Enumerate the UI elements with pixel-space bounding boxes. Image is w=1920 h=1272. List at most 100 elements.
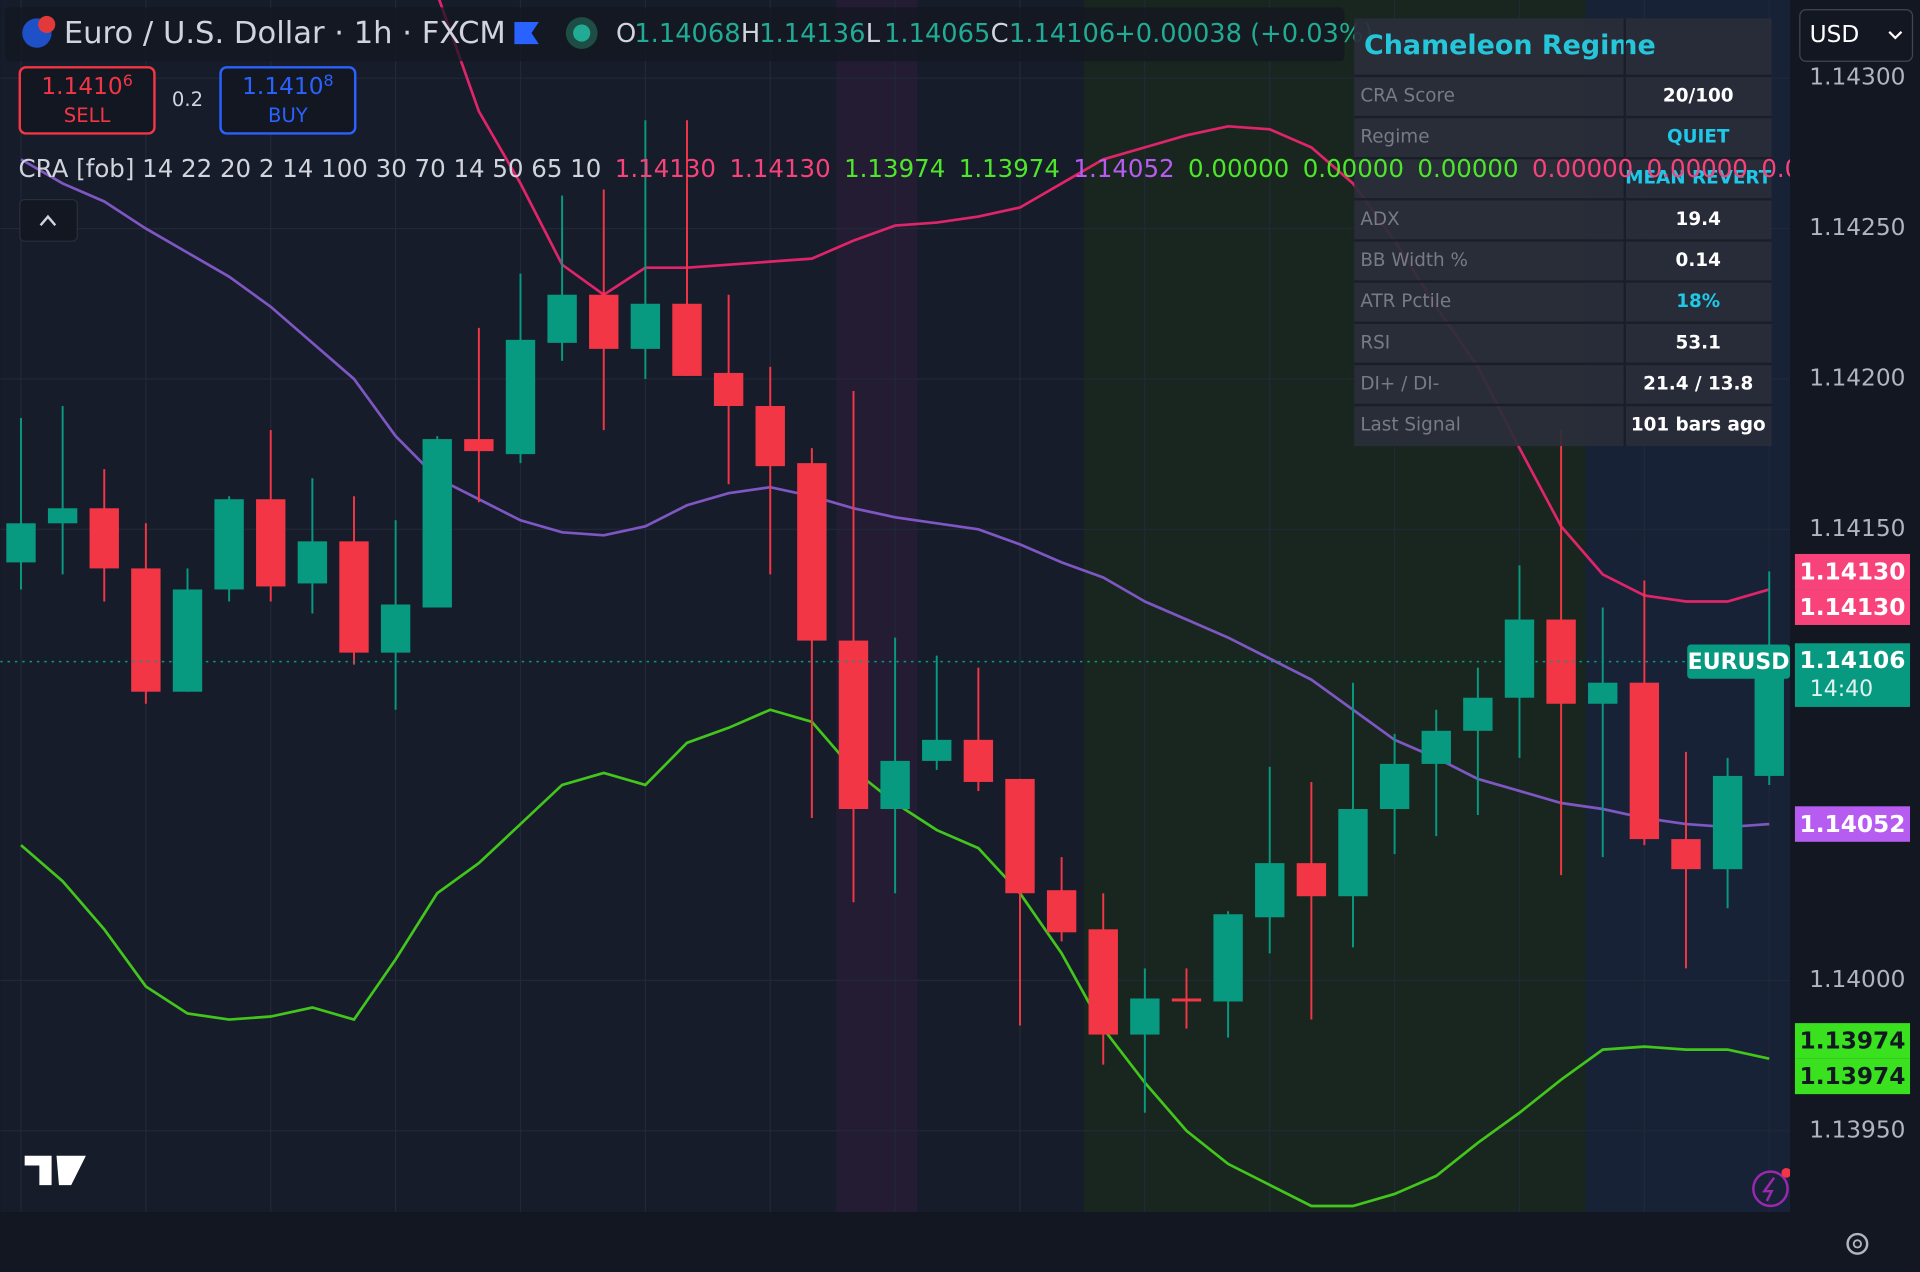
- candle-body: [1130, 998, 1160, 1035]
- candle-body: [1046, 890, 1077, 933]
- ohlc-value: 1.14106: [1009, 19, 1115, 49]
- table-value: MEAN REVERT: [1625, 168, 1772, 189]
- price-label: 1.14052: [1800, 811, 1906, 838]
- change: +0.00038 (+0.03%): [1114, 19, 1373, 49]
- y-tick-label: 1.14250: [1809, 214, 1905, 241]
- candle-body: [1504, 619, 1535, 698]
- settings-icon[interactable]: [1846, 1232, 1869, 1255]
- table-background: [1354, 18, 1772, 447]
- current-price: 1.14106: [1800, 647, 1906, 674]
- price-label: 1.14130: [1800, 558, 1906, 585]
- candle-body: [339, 541, 369, 653]
- candle-body: [1379, 763, 1410, 810]
- candle-body: [630, 303, 661, 349]
- symbol-box: [1687, 644, 1791, 679]
- alert-icon[interactable]: [1752, 1170, 1789, 1208]
- legend-value: 0.00000: [1188, 154, 1289, 183]
- candle-body: [505, 339, 536, 455]
- legend-value: 1.13974: [959, 154, 1060, 183]
- table-label: DI+ / DI-: [1360, 373, 1439, 394]
- axes: 1.14300 1.14250 1.14200 1.14150 1.14000 1.139…: [1687, 64, 1911, 1143]
- regime-shade: [836, 0, 918, 1213]
- candle-body: [6, 523, 36, 563]
- candle-body: [797, 463, 827, 641]
- table-label: BB Width %: [1360, 250, 1468, 271]
- candle-body: [214, 499, 244, 590]
- ohlc: O1.14068 H 1.14136 L 1.14065 C 1.14106: [616, 19, 1115, 49]
- table-value: 18%: [1676, 291, 1720, 312]
- candle-body: [1005, 778, 1035, 894]
- legend-value: 1.13974: [844, 154, 945, 183]
- settings-icon: [1852, 1239, 1862, 1249]
- y-tick-label: 1.13950: [1809, 1116, 1905, 1143]
- ohlc-key: L: [866, 19, 881, 49]
- legend-value: 0.00000: [1303, 154, 1404, 183]
- y-tick-label: 1.14150: [1809, 515, 1905, 542]
- logo: [57, 1159, 68, 1170]
- legend-name: CRA [fob] 14 22 20 2 14 100 30 70 14 50 …: [19, 154, 602, 183]
- price-label: 1.14130: [1800, 594, 1906, 621]
- candle-body: [880, 760, 910, 810]
- table-value: 53.1: [1676, 332, 1721, 353]
- legend-value: 0.00000: [1532, 154, 1633, 183]
- sell-label: SELL: [64, 104, 111, 127]
- buy-label: BUY: [268, 104, 308, 127]
- price-label-box: [1794, 553, 1911, 590]
- table-label: ATR Pctile: [1360, 291, 1451, 312]
- ohlc-key: H: [741, 19, 760, 49]
- symbol-label: EURUSD: [1688, 650, 1790, 675]
- current-price-box: [1794, 643, 1911, 707]
- candle-body: [422, 439, 452, 608]
- ohlc-key: C: [991, 19, 1009, 49]
- table-label: CRA Score: [1360, 85, 1455, 106]
- buy-button[interactable]: [219, 66, 357, 135]
- y-tick-label: 1.14300: [1809, 64, 1905, 91]
- candle-body: [256, 499, 286, 587]
- candle-body: [1463, 697, 1493, 731]
- table-label: ADX: [1360, 209, 1399, 230]
- legend-value: 1.14130: [729, 154, 830, 183]
- currency: USD: [1810, 21, 1860, 48]
- collapse-button[interactable]: [19, 198, 78, 242]
- spread: 0.2: [172, 88, 203, 111]
- table-value: 21.4 / 13.8: [1643, 373, 1753, 394]
- candle-body: [713, 372, 744, 407]
- candle-body: [1754, 661, 1784, 776]
- candle-body: [1213, 914, 1243, 1002]
- price-label: 1.13974: [1800, 1028, 1906, 1055]
- table-value: 19.4: [1676, 209, 1721, 230]
- candle-body: [380, 604, 411, 653]
- sell-button[interactable]: [18, 66, 156, 135]
- table-value: 101 bars ago: [1631, 415, 1766, 436]
- candle-body: [297, 541, 328, 584]
- plot: [0, 0, 1791, 1208]
- candle-body: [963, 739, 994, 782]
- table-label: Last Signal: [1360, 415, 1460, 436]
- legend-value: 1.14130: [615, 154, 716, 183]
- candle-body: [547, 294, 577, 343]
- legend-value: 0.00000: [1417, 154, 1518, 183]
- candle-body: [1671, 839, 1701, 870]
- symbol-title: Euro / U.S. Dollar · 1h · FXCM: [64, 16, 506, 51]
- buy-price: 1.14108: [242, 70, 333, 99]
- candle-body: [172, 589, 203, 692]
- candle-body: [755, 406, 785, 467]
- candle-body: [89, 508, 119, 569]
- price-label-box: [1794, 589, 1911, 625]
- sell-pip: 6: [123, 70, 133, 89]
- candle-body: [1171, 998, 1202, 1002]
- sell-price: 1.14106: [41, 70, 132, 99]
- price-label-box: [1794, 1058, 1911, 1095]
- time-axis: [0, 1212, 1791, 1272]
- flag-icon: [514, 22, 539, 45]
- currency-button[interactable]: [1799, 9, 1914, 62]
- candle-body: [1588, 682, 1618, 704]
- table-value: QUIET: [1667, 127, 1730, 148]
- band-line: [437, 0, 1770, 603]
- ohlc-value: 1.14065: [884, 19, 990, 49]
- candle-body: [1338, 809, 1368, 897]
- table-label: RSI: [1360, 332, 1390, 353]
- ohlc-value: 1.14136: [759, 19, 865, 49]
- logo: [24, 1155, 86, 1186]
- header-background: [5, 7, 1345, 62]
